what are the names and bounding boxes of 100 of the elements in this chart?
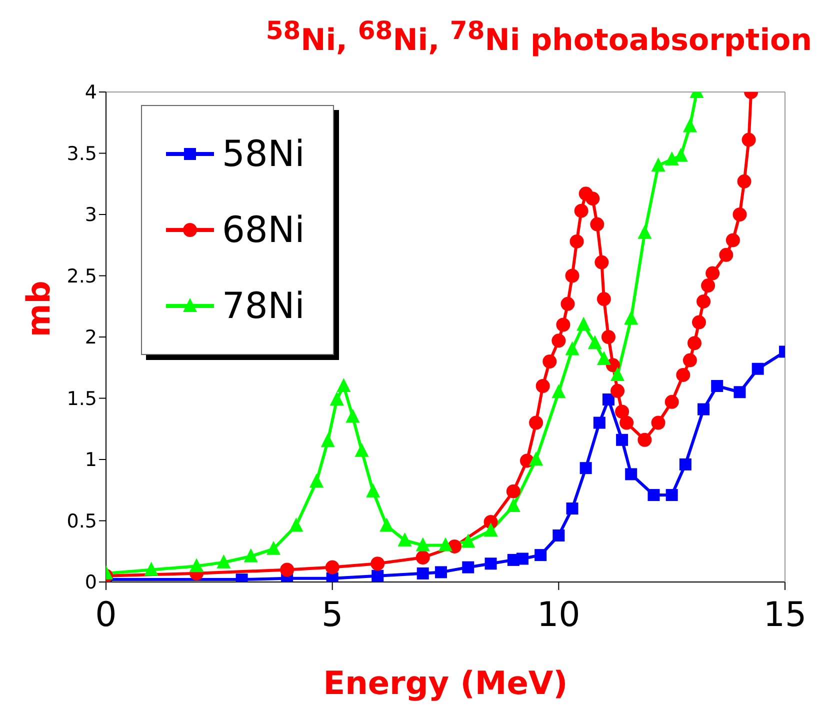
point	[320, 433, 335, 448]
point	[664, 151, 679, 166]
y-tick-label: 3	[84, 204, 97, 226]
x-tick-label: 15	[763, 595, 807, 636]
point	[398, 532, 412, 546]
point	[325, 560, 340, 574]
point	[280, 562, 294, 577]
y-tick-label: 0.5	[66, 510, 97, 532]
point	[574, 204, 588, 218]
point	[610, 366, 625, 381]
point	[565, 268, 580, 283]
point	[638, 224, 652, 239]
point	[706, 266, 720, 280]
point	[719, 248, 734, 262]
point	[336, 378, 351, 392]
y-tick-label: 4	[84, 82, 97, 104]
point	[536, 379, 550, 393]
point	[615, 404, 630, 419]
point	[462, 561, 474, 574]
point	[570, 234, 584, 248]
point	[616, 434, 628, 446]
point	[648, 489, 660, 502]
legend-label: 58Ni	[222, 134, 305, 174]
point	[565, 341, 580, 356]
point	[560, 296, 575, 311]
y-tick-label: 2	[84, 326, 97, 349]
point	[461, 534, 476, 548]
point	[732, 208, 747, 222]
point	[596, 292, 611, 306]
point	[666, 489, 678, 502]
point	[330, 391, 344, 406]
x-tick-label: 10	[537, 595, 580, 636]
point	[588, 335, 602, 350]
point	[682, 118, 697, 132]
point	[529, 452, 544, 466]
point	[244, 548, 258, 562]
point	[416, 567, 429, 580]
point	[506, 498, 520, 512]
point	[216, 554, 231, 568]
point	[594, 255, 609, 270]
y-tick-label: 1.5	[66, 388, 97, 410]
y-tick-label: 2.5	[66, 265, 97, 288]
chart-title: $^{58}$Ni, $^{68}$Ni, $^{78}$Ni photoabsorption	[266, 16, 812, 58]
point	[752, 362, 764, 375]
point	[692, 315, 706, 330]
point	[664, 394, 679, 409]
point	[651, 158, 666, 172]
point	[289, 518, 304, 532]
y-axis-title: mb	[19, 280, 58, 337]
point	[366, 483, 380, 498]
point	[580, 462, 592, 474]
point	[590, 217, 604, 232]
point	[576, 316, 591, 331]
point	[676, 368, 690, 382]
point	[552, 529, 565, 542]
point	[638, 432, 652, 447]
point	[625, 468, 638, 480]
point	[601, 330, 616, 344]
point	[416, 537, 430, 552]
point	[737, 174, 752, 188]
y-tick-label: 3.5	[66, 142, 97, 165]
point	[354, 442, 369, 457]
point	[596, 351, 611, 366]
point	[552, 334, 566, 348]
legend-label: 68Ni	[222, 210, 305, 250]
point	[610, 384, 625, 398]
point	[620, 416, 634, 430]
point	[698, 403, 710, 416]
y-tick-label: 0	[84, 572, 97, 594]
point	[687, 336, 702, 350]
x-axis-title: Energy (MeV)	[323, 664, 568, 702]
point	[144, 562, 158, 576]
point	[516, 552, 528, 565]
point	[506, 484, 520, 498]
point	[484, 558, 497, 570]
point	[534, 549, 547, 562]
point	[674, 148, 688, 162]
point	[624, 310, 638, 325]
point	[438, 537, 452, 552]
point	[734, 386, 746, 398]
point	[370, 556, 385, 571]
point	[416, 550, 430, 564]
point	[742, 132, 756, 147]
point	[711, 380, 724, 392]
point	[726, 233, 740, 248]
point	[566, 502, 578, 514]
point	[190, 558, 204, 572]
legend-label: 78Ni	[222, 286, 305, 326]
point	[346, 408, 360, 423]
point	[309, 474, 324, 488]
point	[679, 458, 692, 470]
point	[701, 278, 716, 293]
point	[372, 570, 384, 582]
point	[586, 192, 600, 206]
point	[542, 354, 557, 368]
point	[434, 566, 447, 578]
point	[696, 294, 711, 308]
point	[556, 318, 570, 332]
x-tick-label: 5	[322, 595, 344, 636]
point	[651, 416, 666, 430]
